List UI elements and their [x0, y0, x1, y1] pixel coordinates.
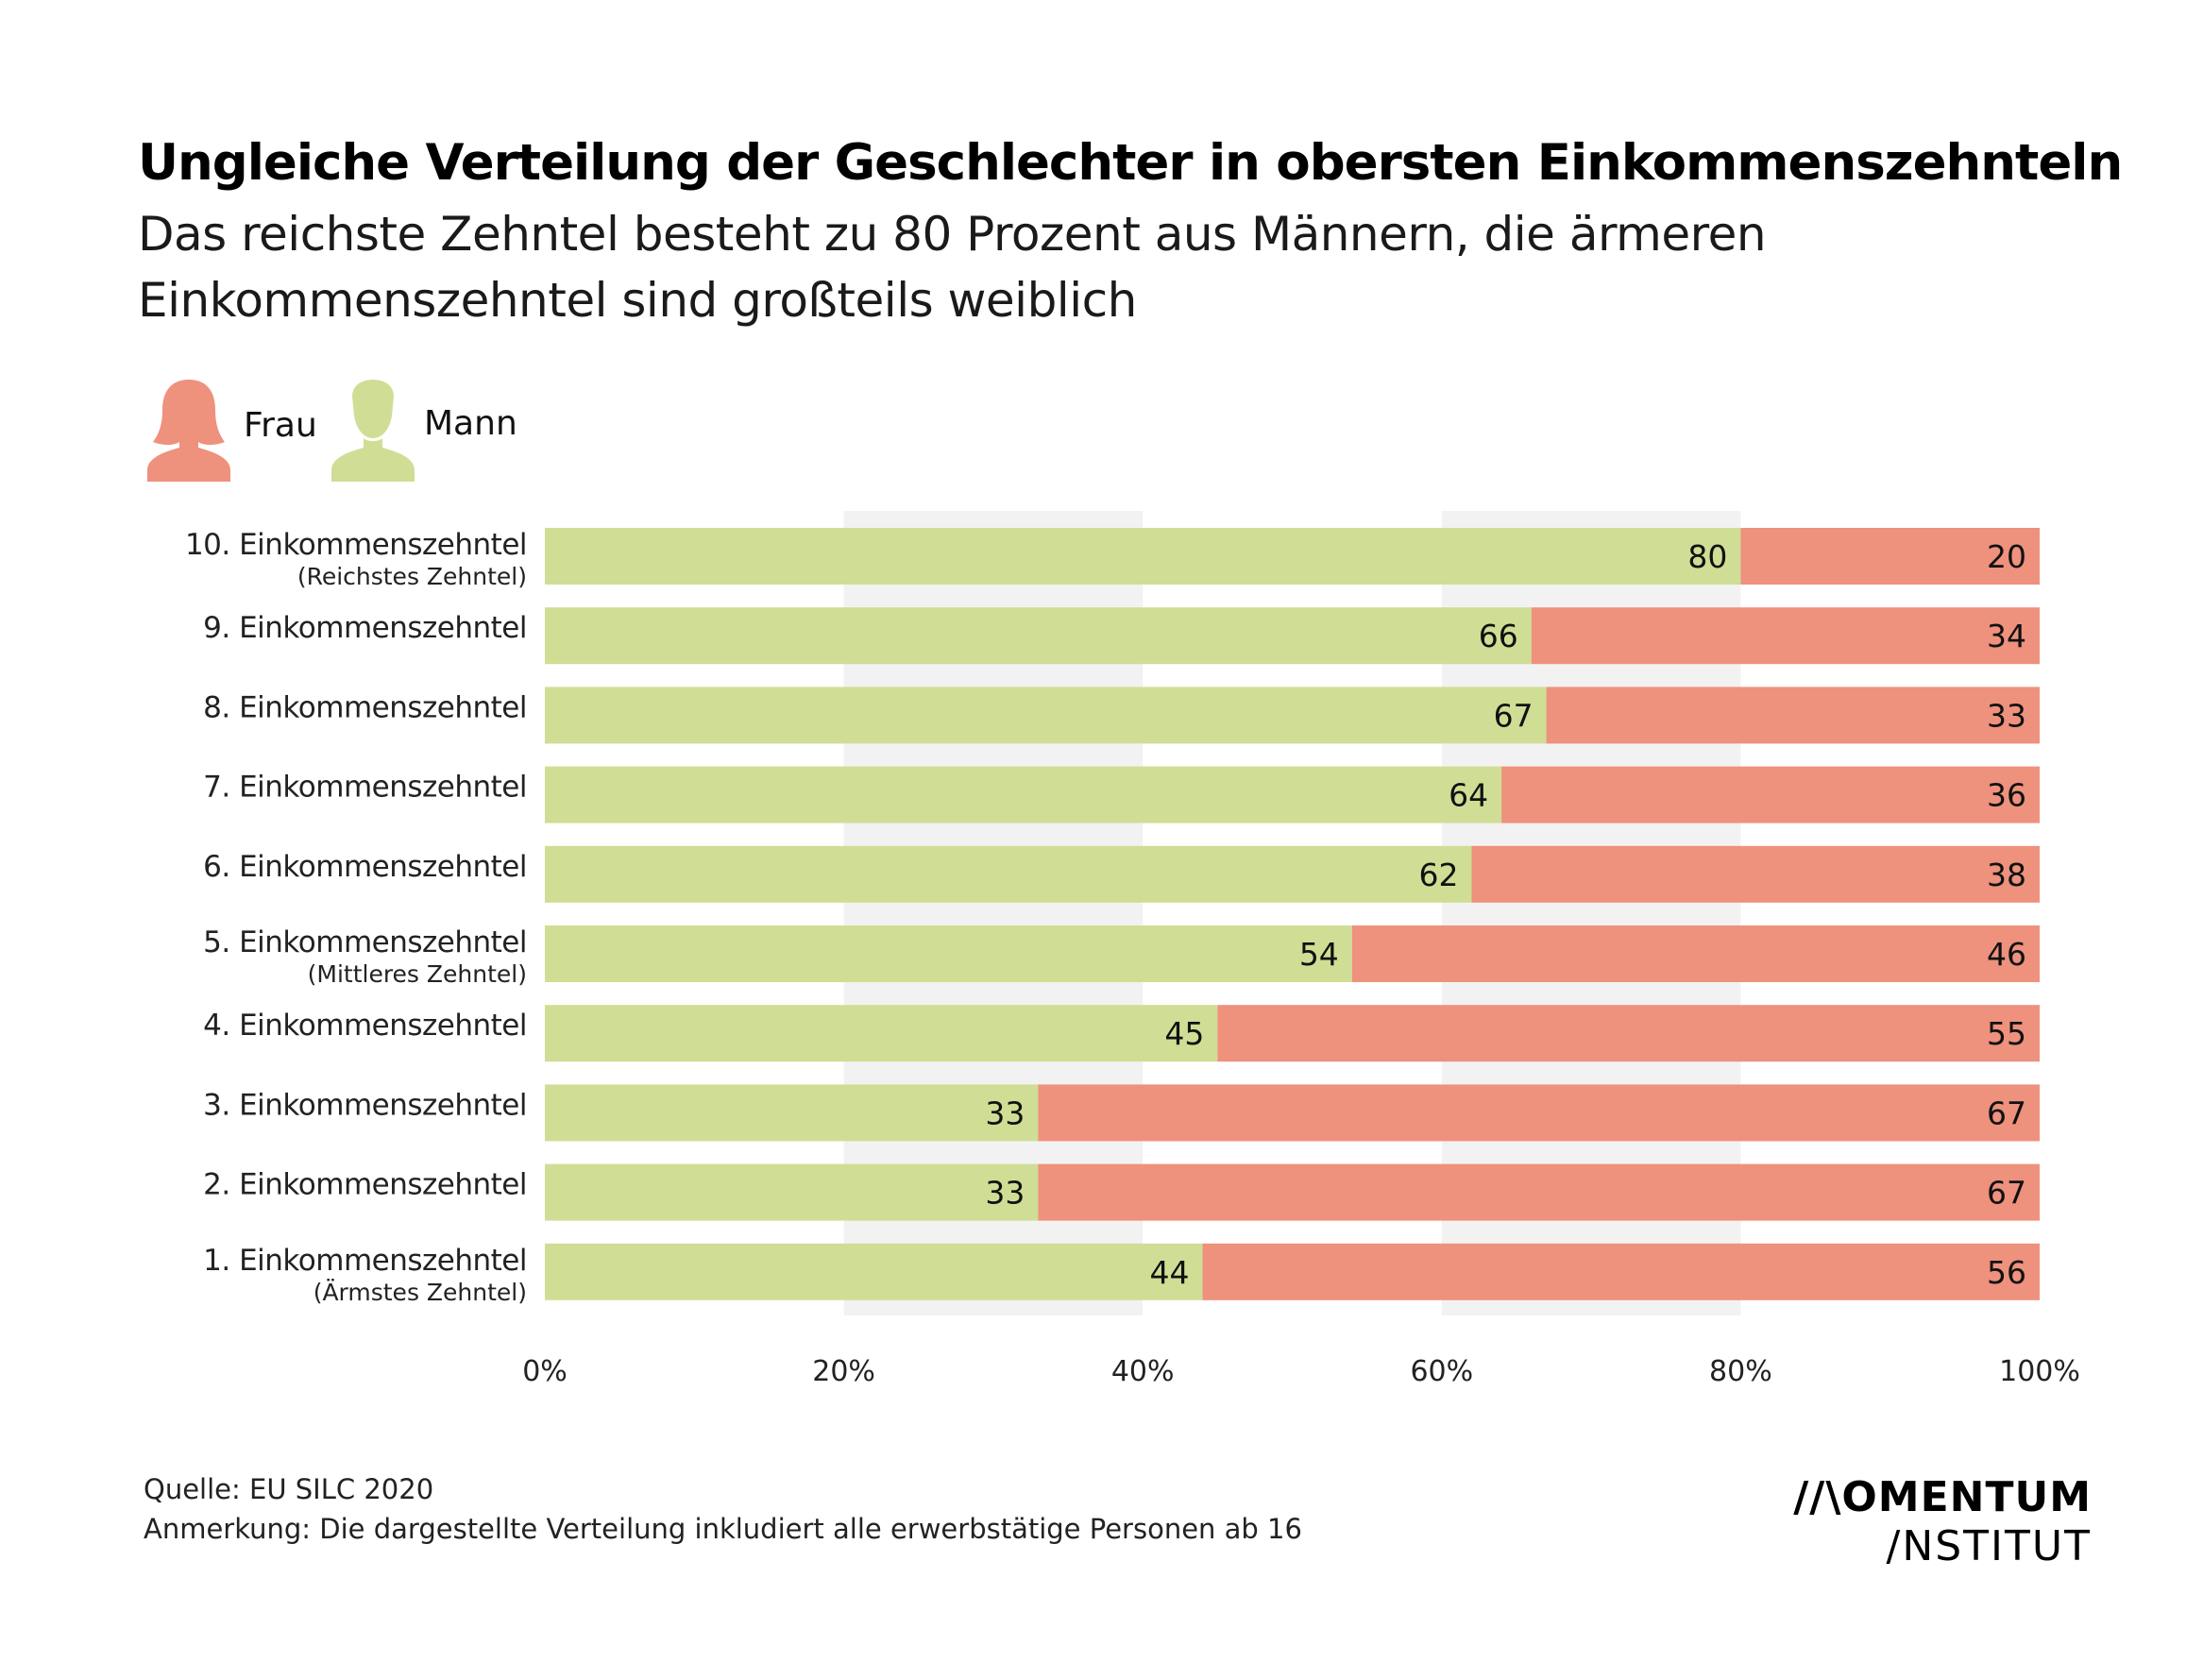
legend-label-frau: Frau	[244, 406, 317, 445]
value-label-frau: 36	[1987, 777, 2026, 814]
bar-frau	[1501, 766, 2040, 823]
bar-frau	[1217, 1005, 2040, 1062]
bar-frau	[1531, 607, 2040, 665]
bar-mann	[545, 1243, 1203, 1300]
source-note: Quelle: EU SILC 2020	[144, 1473, 434, 1505]
x-tick-label: 20%	[812, 1355, 875, 1388]
value-label-frau: 56	[1987, 1254, 2026, 1291]
chart-subtitle: Das reichste Zehntel besteht zu 80 Proze…	[138, 207, 1767, 328]
chart-title: Ungleiche Verteilung der Geschlechter in…	[138, 134, 2123, 192]
footer: Quelle: EU SILC 2020 Anmerkung: Die darg…	[144, 1469, 1302, 1549]
category-sublabel: (Reichstes Zehntel)	[297, 563, 527, 590]
value-label-mann: 67	[1494, 697, 1534, 734]
bar-frau	[1038, 1163, 2040, 1221]
bar-mann	[545, 528, 1741, 585]
category-label: 4. Einkommenszehntel	[203, 1009, 527, 1043]
category-sublabel: (Ärmstes Zehntel)	[314, 1279, 527, 1306]
x-tick-label: 40%	[1111, 1355, 1175, 1388]
value-label-mann: 80	[1687, 538, 1727, 575]
category-label: 2. Einkommenszehntel	[203, 1168, 527, 1202]
value-label-mann: 33	[985, 1095, 1025, 1131]
x-tick-label: 60%	[1410, 1355, 1473, 1388]
momentum-institut-logo: //\OMENTUM /NSTITUT	[1793, 1473, 2092, 1571]
value-label-frau: 20	[1987, 538, 2026, 575]
category-label: 7. Einkommenszehntel	[203, 771, 527, 805]
bar-mann	[545, 1084, 1039, 1142]
bars: 80 20 66 34 67 33 64 36 62 38 54 46 45 55 33 67 33 67 44 56	[545, 528, 2040, 1300]
value-label-mann: 62	[1418, 857, 1458, 893]
woman-icon	[147, 380, 230, 482]
value-label-frau: 34	[1987, 618, 2026, 654]
category-label: 10. Einkommenszehntel	[185, 528, 527, 562]
bar-mann	[545, 1005, 1218, 1062]
x-axis-ticks: 0% 20% 40% 60% 80% 100%	[522, 1355, 2080, 1388]
bar-frau	[1546, 687, 2040, 744]
bar-frau	[1471, 845, 2040, 903]
category-label: 9. Einkommenszehntel	[203, 611, 527, 645]
value-label-mann: 54	[1299, 936, 1339, 973]
value-label-mann: 66	[1479, 618, 1518, 654]
bar-mann	[545, 687, 1547, 744]
bar-mann	[545, 925, 1352, 982]
value-label-mann: 64	[1449, 777, 1488, 814]
legend: Frau Mann	[142, 376, 614, 489]
value-label-frau: 55	[1987, 1015, 2026, 1052]
value-label-mann: 33	[985, 1175, 1025, 1212]
logo-line-2: /NSTITUT	[1886, 1522, 2092, 1570]
value-label-frau: 67	[1987, 1095, 2026, 1131]
category-label: 1. Einkommenszehntel	[203, 1244, 527, 1278]
bar-frau	[1038, 1084, 2040, 1142]
x-tick-label: 100%	[1999, 1355, 2080, 1388]
legend-item-frau: Frau	[142, 376, 317, 489]
value-label-mann: 44	[1150, 1254, 1190, 1291]
bar-mann	[545, 607, 1532, 665]
man-icon	[331, 380, 415, 482]
value-label-frau: 46	[1987, 936, 2026, 973]
bar-frau	[1351, 925, 2040, 982]
bar-mann	[545, 1163, 1039, 1221]
annotation-note: Anmerkung: Die dargestellte Verteilung i…	[144, 1513, 1302, 1545]
value-label-mann: 45	[1164, 1015, 1204, 1052]
bar-mann	[545, 845, 1472, 903]
legend-label-mann: Mann	[424, 404, 517, 443]
category-labels: 10. Einkommenszehntel(Reichstes Zehntel)…	[185, 528, 528, 1306]
bar-frau	[1202, 1243, 2040, 1300]
category-label: 6. Einkommenszehntel	[203, 850, 527, 884]
value-label-frau: 38	[1987, 857, 2026, 893]
legend-item-mann: Mann	[326, 376, 517, 489]
x-tick-label: 0%	[522, 1355, 568, 1388]
category-label: 3. Einkommenszehntel	[203, 1088, 527, 1122]
value-label-frau: 67	[1987, 1175, 2026, 1212]
logo-line-1: //\OMENTUM	[1793, 1473, 2092, 1521]
x-tick-label: 80%	[1709, 1355, 1772, 1388]
category-sublabel: (Mittleres Zehntel)	[308, 960, 527, 988]
bar-mann	[545, 766, 1502, 823]
category-label: 5. Einkommenszehntel	[203, 925, 527, 959]
category-label: 8. Einkommenszehntel	[203, 690, 527, 724]
bar-frau	[1740, 528, 2040, 585]
value-label-frau: 33	[1987, 697, 2026, 734]
